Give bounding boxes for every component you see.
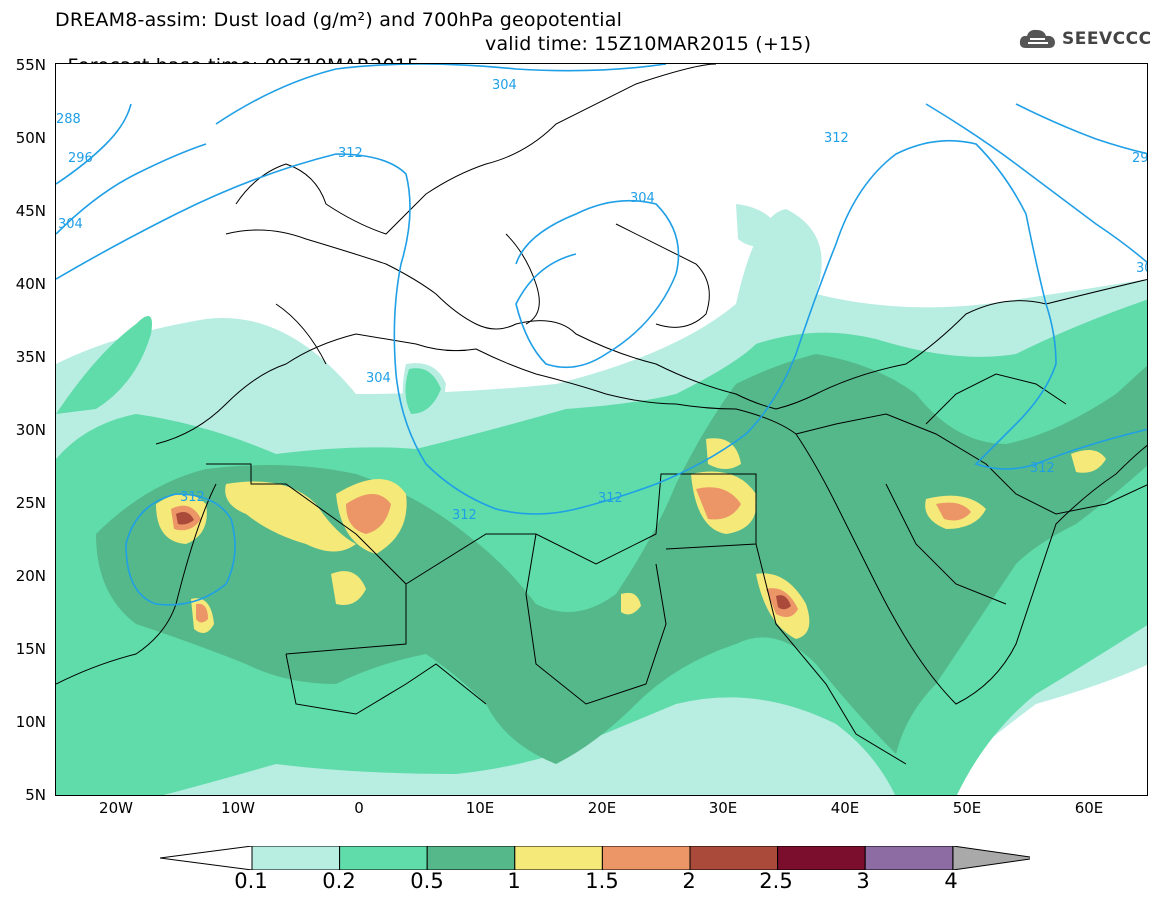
color-bar bbox=[160, 846, 1030, 870]
legend-over-triangle bbox=[952, 846, 1030, 870]
lon-label: 20W bbox=[99, 799, 133, 817]
legend-tick-label: 3 bbox=[856, 869, 870, 893]
legend-tick-label: 2 bbox=[682, 869, 696, 893]
geopotential-contours bbox=[56, 64, 1147, 606]
lat-label: 50N bbox=[15, 129, 46, 147]
contour-label: 29 bbox=[1132, 151, 1148, 166]
lat-label: 30N bbox=[15, 421, 46, 439]
map-title: DREAM8-assim: Dust load (g/m²) and 700hP… bbox=[55, 9, 623, 31]
lon-label: 40E bbox=[830, 799, 860, 817]
dust-map: 288 296 304 312 304 312 304 312 312 312 … bbox=[56, 64, 1148, 795]
contour-label: 30 bbox=[1136, 261, 1148, 276]
lon-label: 50E bbox=[952, 799, 982, 817]
legend-color-box bbox=[601, 846, 691, 870]
dust-level-3 bbox=[96, 354, 1147, 764]
lon-label: 30E bbox=[708, 799, 738, 817]
contour-label: 296 bbox=[68, 151, 93, 166]
legend-tick-label: 0.5 bbox=[410, 869, 444, 893]
seevccc-logo: SEEVCCC bbox=[1018, 26, 1152, 52]
country-borders bbox=[56, 64, 1147, 765]
lat-label: 25N bbox=[15, 494, 46, 512]
map-panel: 288 296 304 312 304 312 304 312 312 312 … bbox=[55, 63, 1148, 796]
legend-color-box bbox=[777, 846, 866, 870]
contour-label: 304 bbox=[366, 371, 391, 386]
legend-color-box bbox=[514, 846, 603, 870]
dust-level-6 bbox=[176, 512, 791, 610]
contour-label: 312 bbox=[452, 508, 477, 523]
legend-color-box bbox=[251, 846, 341, 870]
legend-tick-label: 4 bbox=[944, 869, 958, 893]
lat-label: 40N bbox=[15, 275, 46, 293]
lat-label: 45N bbox=[15, 202, 46, 220]
lat-label: 55N bbox=[15, 56, 46, 74]
contour-label: 304 bbox=[630, 191, 655, 206]
lon-label: 20E bbox=[587, 799, 617, 817]
lat-label: 10N bbox=[15, 713, 46, 731]
lon-label: 0 bbox=[354, 799, 364, 817]
lon-label: 10E bbox=[465, 799, 495, 817]
legend-tick-label: 1 bbox=[507, 869, 521, 893]
lat-label: 15N bbox=[15, 640, 46, 658]
contour-label: 304 bbox=[492, 78, 517, 93]
lat-label: 20N bbox=[15, 567, 46, 585]
legend-color-box bbox=[689, 846, 779, 870]
legend-tick-label: 2.5 bbox=[759, 869, 793, 893]
contour-label: 312 bbox=[338, 146, 363, 161]
contour-label: 312 bbox=[824, 131, 849, 146]
legend-under-triangle bbox=[160, 846, 253, 870]
contour-label: 312 bbox=[598, 491, 623, 506]
lon-label: 10W bbox=[221, 799, 255, 817]
legend-color-box bbox=[426, 846, 516, 870]
legend-color-box bbox=[864, 846, 954, 870]
legend-tick-label: 1.5 bbox=[585, 869, 619, 893]
legend-tick-label: 0.1 bbox=[234, 869, 268, 893]
legend-color-box bbox=[339, 846, 428, 870]
contour-label: 304 bbox=[58, 217, 83, 232]
lat-label: 5N bbox=[25, 786, 46, 804]
cloud-icon bbox=[1019, 29, 1055, 48]
valid-time-label: valid time: 15Z10MAR2015 (+15) bbox=[485, 33, 812, 55]
legend-tick-label: 0.2 bbox=[322, 869, 356, 893]
lat-label: 35N bbox=[15, 348, 46, 366]
contour-label: 312 bbox=[1030, 461, 1055, 476]
contour-label: 312 bbox=[180, 490, 205, 505]
logo-text: SEEVCCC bbox=[1062, 29, 1152, 49]
contour-labels: 288 296 304 312 304 312 304 312 312 312 … bbox=[56, 78, 1148, 523]
contour-label: 288 bbox=[56, 112, 81, 127]
lon-label: 60E bbox=[1074, 799, 1104, 817]
legend-boxes bbox=[251, 846, 954, 870]
